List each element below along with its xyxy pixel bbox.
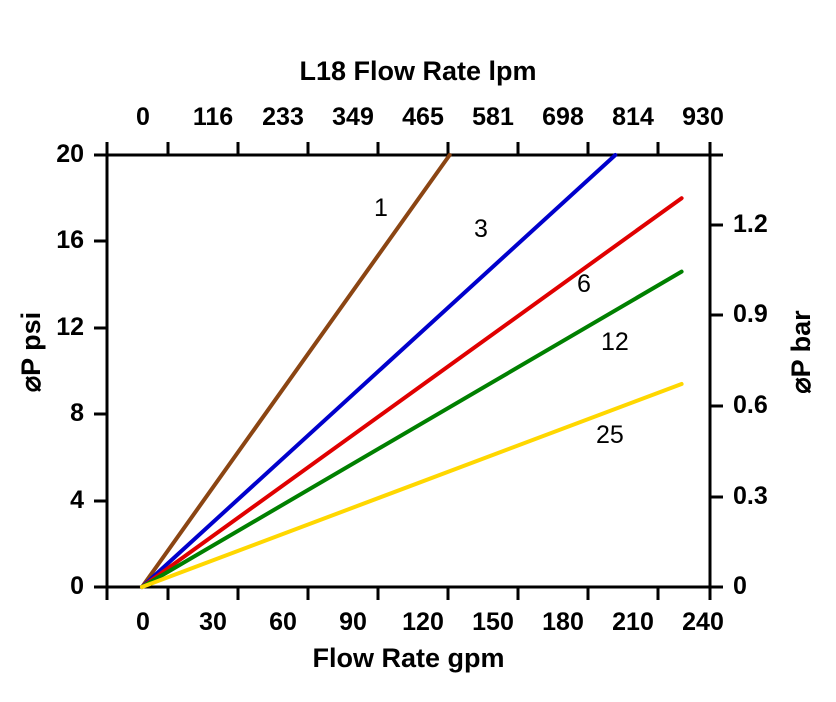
bottom-tick-label-6: 180	[542, 608, 584, 636]
right-tick-label-03: 0.3	[733, 482, 768, 510]
bottom-axis-ticks	[105, 587, 712, 600]
left-tick-label-12: 12	[56, 313, 84, 341]
left-tick-label-0: 0	[70, 572, 84, 600]
curve-label-3: 3	[474, 215, 488, 243]
curve-label-1: 1	[374, 194, 388, 222]
top-tick-label-0: 0	[136, 103, 150, 131]
left-axis-ticks	[94, 153, 107, 589]
top-tick-label-2: 233	[262, 103, 304, 131]
left-tick-label-16: 16	[56, 226, 84, 254]
top-tick-label-4: 465	[402, 103, 444, 131]
top-tick-label-5: 581	[472, 103, 514, 131]
bottom-tick-label-4: 120	[402, 608, 444, 636]
right-axis-title: ⌀P bar	[786, 237, 822, 467]
right-tick-label-06: 0.6	[733, 391, 768, 419]
curve-25	[140, 381, 684, 589]
left-axis-delta-symbol: ⌀	[16, 375, 46, 393]
bottom-tick-label-8: 240	[682, 608, 724, 636]
bottom-tick-label-3: 90	[339, 608, 367, 636]
bottom-tick-label-2: 60	[269, 608, 297, 636]
data-curves	[140, 153, 684, 589]
left-axis-title: ⌀P psi	[16, 237, 52, 467]
left-tick-label-20: 20	[56, 140, 84, 168]
top-axis-title: L18 Flow Rate lpm	[299, 56, 537, 86]
right-axis-ticks	[710, 153, 723, 589]
curve-label-6: 6	[577, 270, 591, 298]
top-axis-ticks	[105, 142, 712, 155]
left-axis-title-text: P psi	[16, 311, 46, 376]
left-tick-label-8: 8	[70, 399, 84, 427]
bottom-tick-label-0: 0	[136, 608, 150, 636]
bottom-axis-title: Flow Rate gpm	[312, 643, 505, 673]
top-tick-label-3: 349	[332, 103, 374, 131]
bottom-tick-label-1: 30	[199, 608, 227, 636]
curve-3	[140, 153, 618, 589]
bottom-tick-label-7: 210	[612, 608, 654, 636]
top-tick-label-7: 814	[612, 103, 654, 131]
right-tick-label-09: 0.9	[733, 300, 768, 328]
curve-6	[140, 196, 684, 589]
bottom-tick-label-5: 150	[472, 608, 514, 636]
curve-label-12: 12	[601, 328, 629, 356]
curve-label-25: 25	[596, 421, 624, 449]
curve-1	[140, 153, 452, 589]
right-tick-label-12: 1.2	[733, 210, 768, 238]
top-tick-label-8: 930	[682, 103, 724, 131]
curve-12	[140, 269, 684, 589]
left-tick-label-4: 4	[70, 486, 84, 514]
top-tick-label-6: 698	[542, 103, 584, 131]
right-axis-delta-symbol: ⌀	[786, 377, 816, 394]
right-tick-label-0: 0	[733, 572, 747, 600]
top-tick-label-1: 116	[192, 103, 234, 131]
right-axis-title-text: P bar	[786, 310, 816, 378]
axis-frame	[105, 153, 712, 589]
